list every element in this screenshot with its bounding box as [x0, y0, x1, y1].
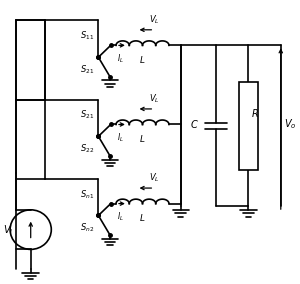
Text: $V_L$: $V_L$ — [149, 92, 160, 105]
Text: $S_{n1}$: $S_{n1}$ — [80, 188, 94, 201]
Text: $V_i$: $V_i$ — [2, 223, 13, 237]
Text: $V_o$: $V_o$ — [284, 118, 296, 131]
Text: $S_{11}$: $S_{11}$ — [80, 30, 94, 42]
Text: $S_{n2}$: $S_{n2}$ — [80, 222, 94, 235]
Text: $L$: $L$ — [139, 54, 146, 65]
Text: $V_L$: $V_L$ — [149, 171, 160, 184]
Text: $I_L$: $I_L$ — [118, 131, 124, 144]
Bar — [239, 82, 258, 170]
Text: $S_{21}$: $S_{21}$ — [80, 109, 94, 121]
Text: $C$: $C$ — [190, 118, 198, 130]
Text: $L$: $L$ — [139, 133, 146, 144]
Text: $S_{22}$: $S_{22}$ — [80, 143, 94, 155]
Text: $R$: $R$ — [251, 107, 259, 119]
Text: $I_L$: $I_L$ — [118, 53, 124, 65]
Text: $V_L$: $V_L$ — [149, 13, 160, 26]
Text: $L$: $L$ — [139, 212, 146, 223]
Text: $S_{21}$: $S_{21}$ — [80, 64, 94, 76]
Text: $I_L$: $I_L$ — [118, 211, 124, 223]
